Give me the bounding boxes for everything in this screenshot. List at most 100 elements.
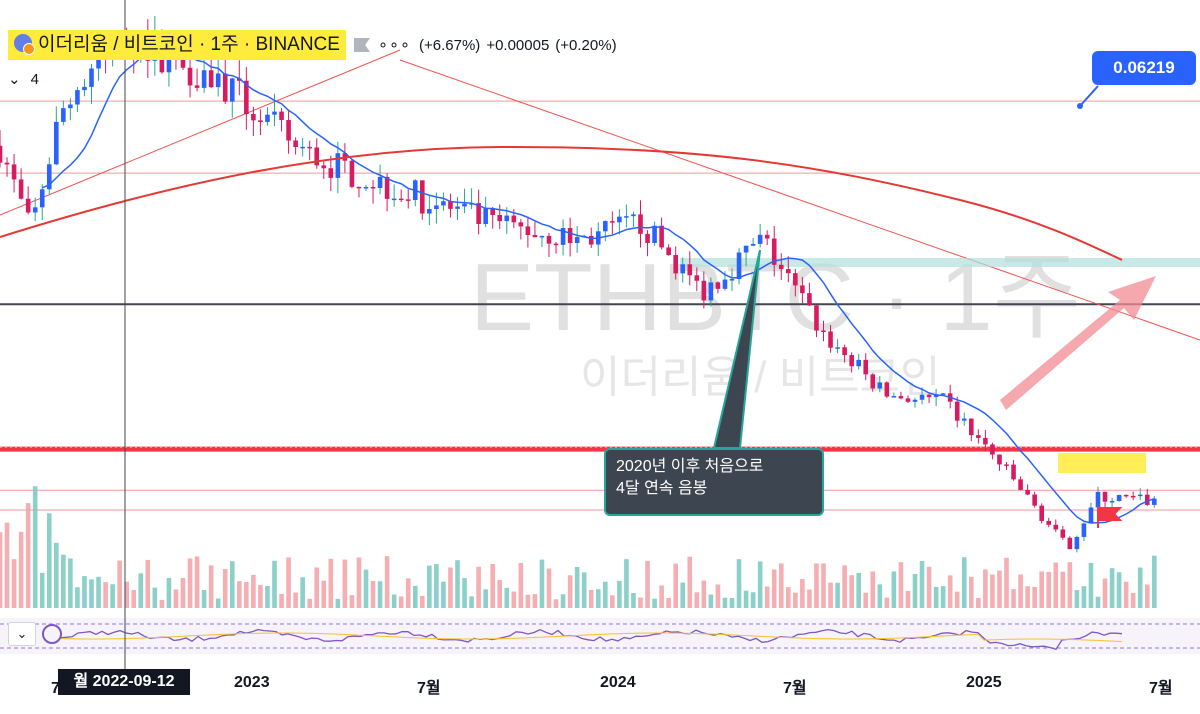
- indicator-count[interactable]: 4: [30, 70, 39, 88]
- candle: [567, 228, 573, 244]
- trend-line-up: [0, 49, 401, 216]
- candle: [1116, 494, 1122, 501]
- candle: [757, 234, 763, 244]
- volume-bar: [849, 575, 854, 608]
- volume-bar: [441, 581, 446, 608]
- candle: [898, 396, 904, 399]
- candle: [25, 198, 31, 213]
- volume-bar: [412, 585, 418, 608]
- collapse-icon[interactable]: ⌄: [8, 71, 21, 88]
- volume-bar: [405, 578, 411, 608]
- volume-bar: [567, 575, 573, 608]
- volume-bar: [659, 585, 664, 608]
- volume-bar: [1053, 562, 1059, 608]
- candle: [1032, 494, 1037, 506]
- volume-bar: [1060, 571, 1066, 608]
- volume-bar: [750, 592, 756, 608]
- candle: [258, 120, 263, 123]
- candle: [229, 78, 235, 102]
- volume-bar: [272, 560, 277, 608]
- candle: [553, 243, 559, 246]
- volume-bar: [307, 598, 312, 608]
- candle: [39, 189, 45, 208]
- candle: [328, 168, 334, 178]
- candle: [877, 382, 883, 389]
- candle: [990, 444, 995, 455]
- annotation-line-2: 4달 연속 음봉: [616, 480, 708, 497]
- candle: [1109, 500, 1115, 503]
- volume-bar: [448, 567, 453, 608]
- volume-bar: [525, 594, 531, 608]
- candle: [708, 282, 714, 301]
- volume-bar: [18, 531, 24, 608]
- rsi-icon[interactable]: [42, 624, 62, 644]
- volume-bar: [807, 589, 812, 608]
- volume-bar: [117, 560, 122, 608]
- candle: [1137, 494, 1143, 497]
- price-tag-dot: [1077, 103, 1083, 109]
- candle: [166, 51, 172, 73]
- volume-bar: [265, 585, 270, 608]
- candle: [743, 245, 749, 253]
- volume-bar: [356, 557, 362, 608]
- candle: [32, 207, 38, 213]
- volume-bar: [877, 584, 883, 608]
- volume-bar: [680, 582, 686, 608]
- volume-bar: [286, 557, 291, 608]
- chevron-down-icon[interactable]: ⌄: [8, 622, 36, 646]
- symbol-label-box[interactable]: 이더리움 / 비트코인 · 1주 · BINANCE: [8, 30, 346, 60]
- candle: [201, 70, 207, 88]
- candle: [961, 418, 967, 421]
- candle: [891, 396, 897, 398]
- volume-bar: [743, 590, 749, 608]
- flag-icon[interactable]: [353, 38, 370, 52]
- annotation-note[interactable]: 2020년 이후 처음으로 4달 연속 음봉: [604, 448, 824, 516]
- candle: [997, 454, 1002, 465]
- candle: [680, 264, 686, 274]
- candle: [4, 162, 10, 165]
- candle: [771, 238, 777, 265]
- watermark-sub: 이더리움 / 비트코인: [580, 353, 941, 402]
- volume-bar: [293, 592, 298, 608]
- volume-bar: [215, 598, 221, 608]
- candle: [842, 347, 847, 356]
- candle: [0, 145, 3, 163]
- candle: [849, 355, 854, 367]
- candle: [441, 201, 446, 206]
- candle: [286, 120, 291, 141]
- candle: [187, 67, 193, 86]
- volume-bar: [1123, 581, 1129, 608]
- volume-bar: [588, 589, 594, 608]
- more-dots-icon[interactable]: ∘∘∘: [377, 37, 412, 54]
- volume-bar: [687, 556, 693, 608]
- candle: [969, 418, 974, 436]
- candle: [272, 111, 277, 115]
- volume-bar: [645, 560, 650, 608]
- candle: [715, 282, 721, 289]
- candle: [455, 206, 460, 209]
- volume-bar: [969, 576, 974, 608]
- candle: [68, 104, 73, 109]
- candle: [427, 209, 432, 214]
- candle: [420, 180, 425, 214]
- volume-bar: [497, 580, 503, 608]
- volume-bar: [884, 597, 890, 608]
- rsi-line: [59, 628, 1123, 650]
- candle: [363, 187, 369, 189]
- candle: [251, 113, 256, 121]
- candle: [307, 146, 312, 149]
- volume-bar: [990, 574, 995, 608]
- volume-bar: [1137, 567, 1143, 608]
- volume-bar: [933, 586, 939, 608]
- candle: [490, 208, 495, 216]
- volume-bar: [757, 561, 763, 608]
- volume-bar: [736, 559, 742, 608]
- volume-bar: [391, 594, 397, 608]
- volume-bar: [701, 580, 707, 608]
- volume-bar: [1095, 596, 1101, 608]
- candle: [279, 111, 284, 121]
- volume-bar: [398, 596, 404, 608]
- candle: [624, 216, 629, 218]
- volume-bar: [786, 587, 791, 608]
